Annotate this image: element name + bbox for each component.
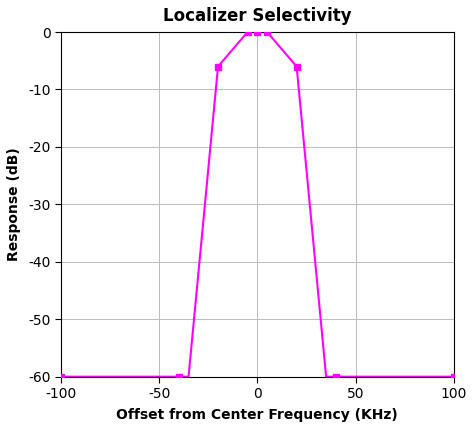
X-axis label: Offset from Center Frequency (KHz): Offset from Center Frequency (KHz) [117,408,398,422]
Y-axis label: Response (dB): Response (dB) [7,148,21,261]
Title: Localizer Selectivity: Localizer Selectivity [163,7,352,25]
